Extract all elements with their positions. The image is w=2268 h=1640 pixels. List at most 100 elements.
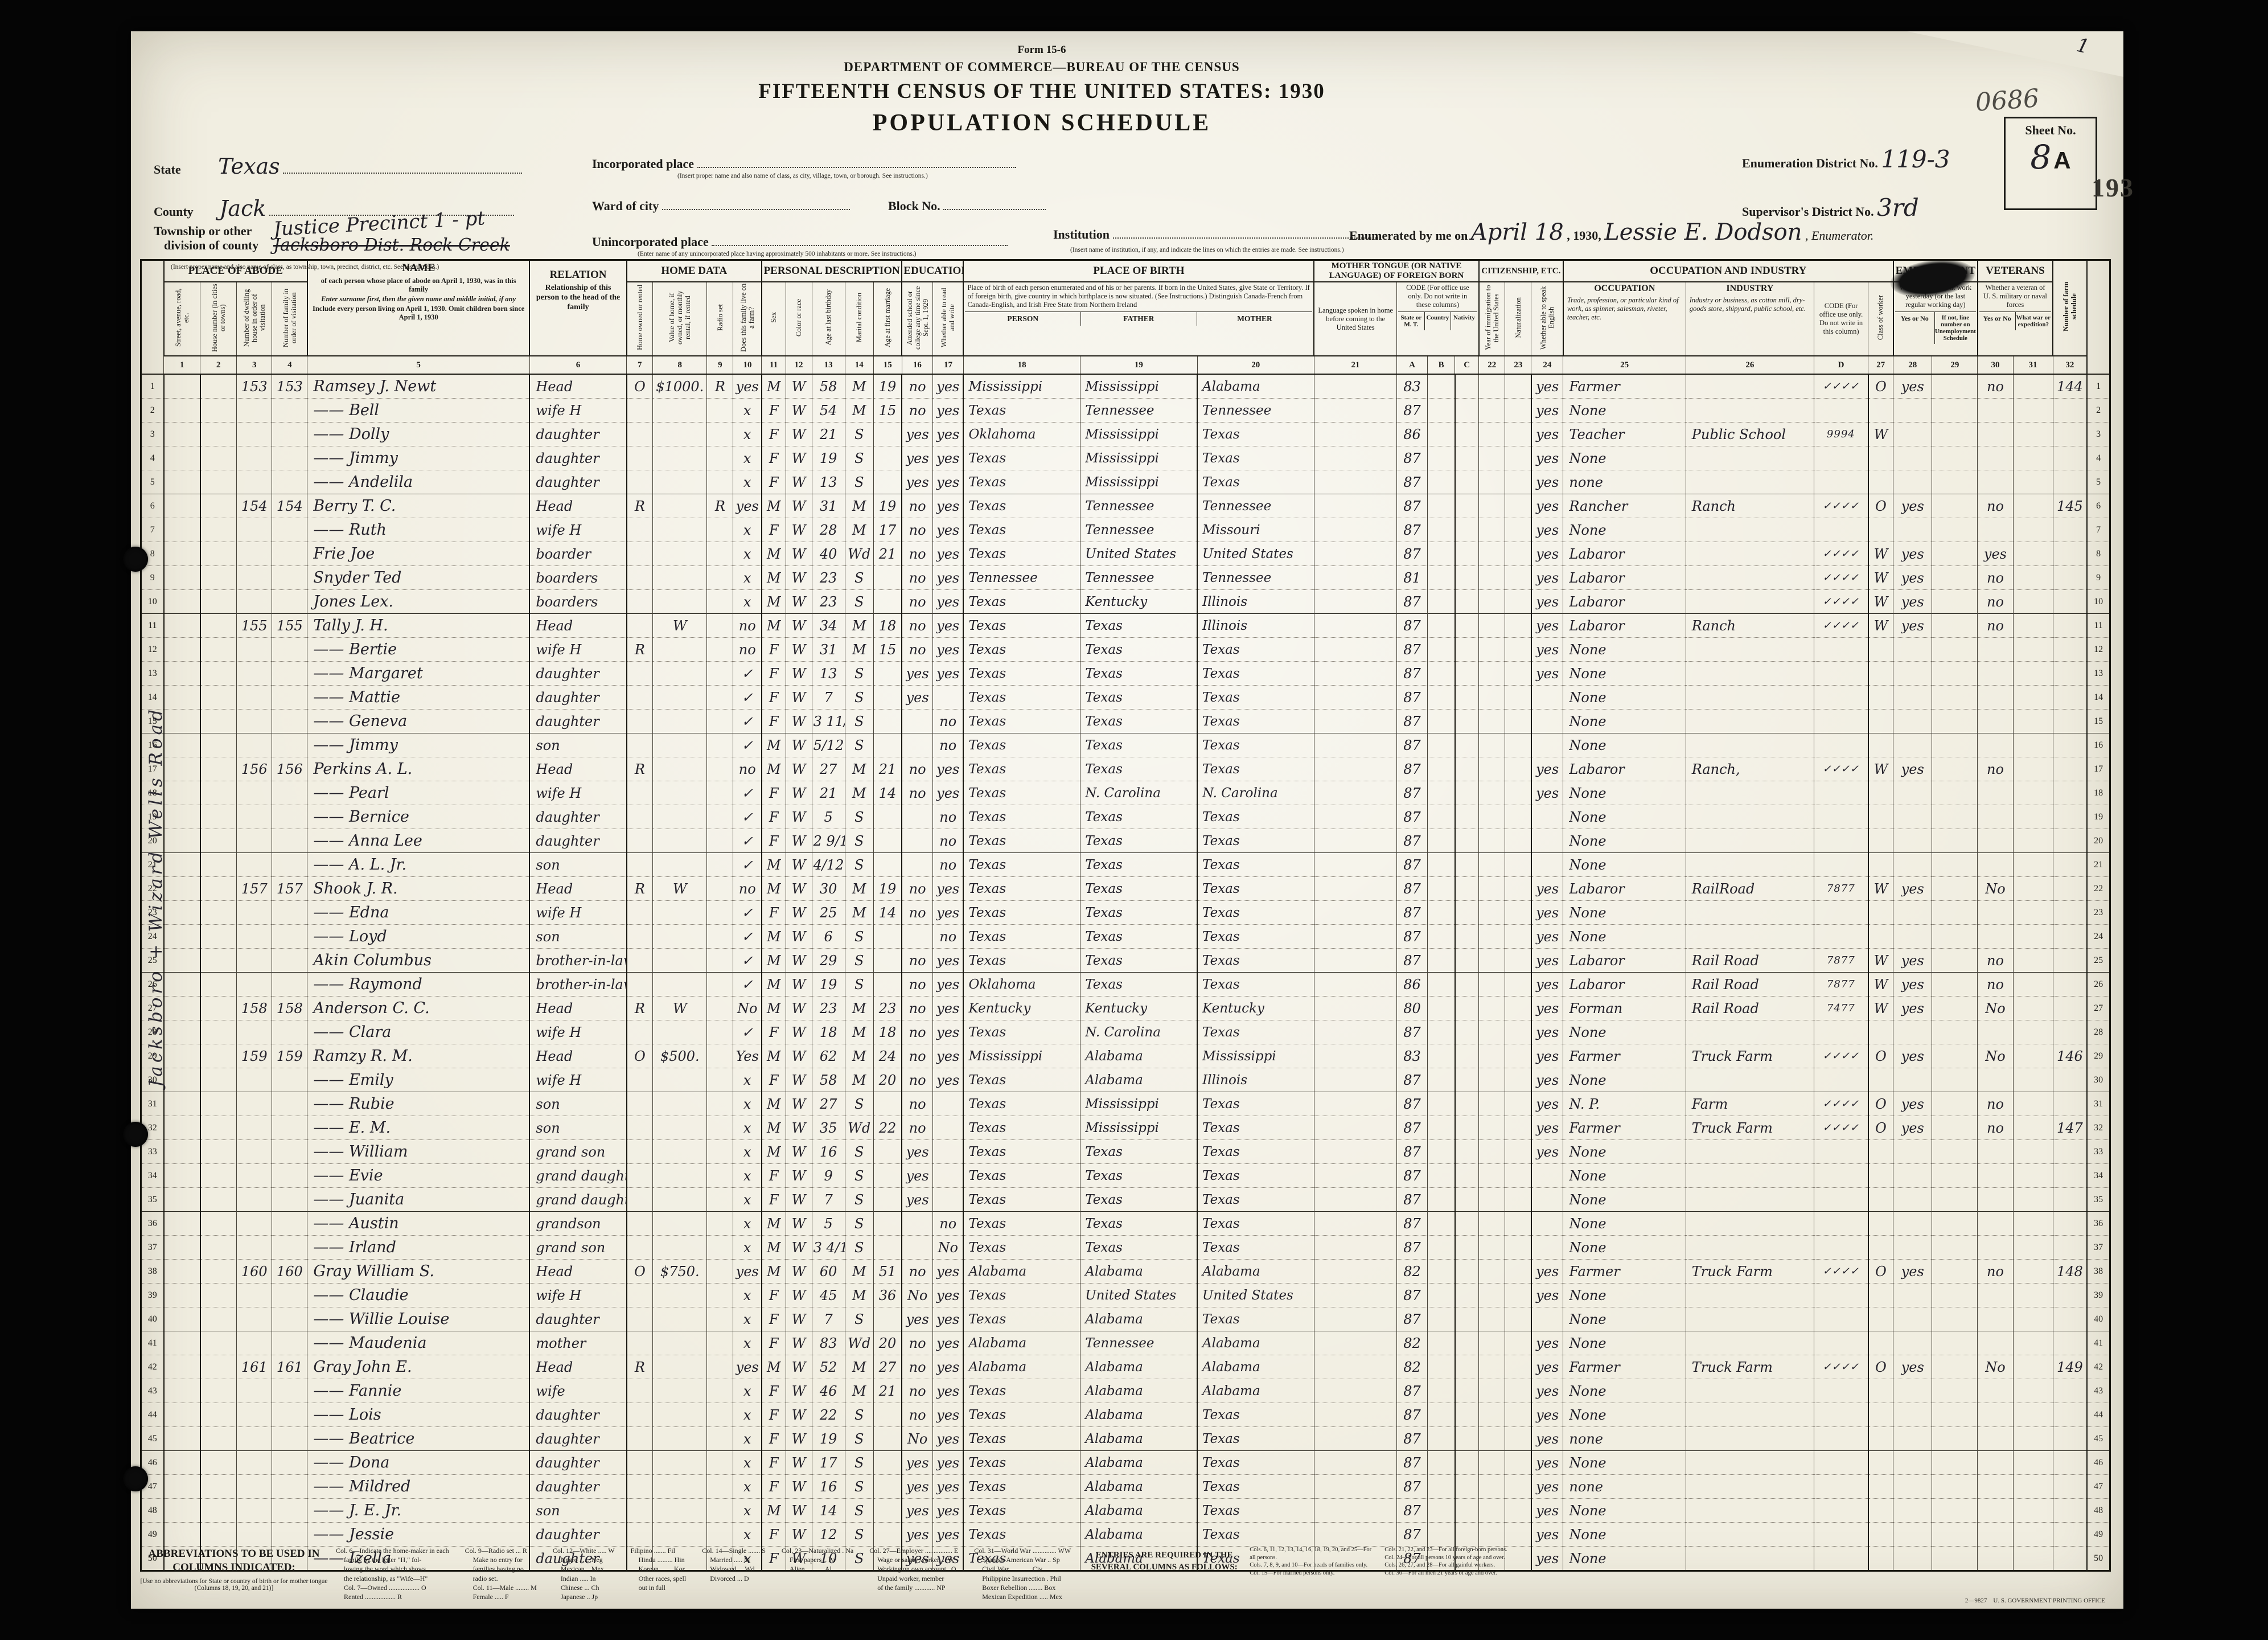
cell-industry [1685, 1307, 1815, 1331]
cell-immigration [1478, 542, 1506, 566]
cell-bp_mother: Texas [1197, 829, 1314, 853]
cell-occupation: none [1563, 1426, 1686, 1451]
cell-codeC [1454, 1426, 1480, 1451]
cell-codeB [1427, 1044, 1456, 1068]
cell-relation: Head [529, 996, 627, 1020]
col-number-28: 28 [1893, 355, 1933, 375]
cell-bp_person: Texas [963, 948, 1081, 973]
cell-school [901, 709, 933, 733]
cell-english: yes [1530, 1092, 1564, 1116]
cell-naturalization [1505, 1163, 1532, 1188]
cell-age_married: 19 [873, 374, 902, 399]
cell-farm_sched [2052, 518, 2088, 542]
cell-war [2012, 1163, 2053, 1188]
cell-family [272, 1498, 308, 1523]
cell-marital: M [844, 1355, 874, 1379]
cell-language [1313, 1474, 1398, 1499]
col-number-17: 17 [932, 355, 964, 375]
cell-read: no [932, 924, 964, 949]
cell-naturalization [1505, 781, 1532, 805]
cell-family [272, 829, 308, 853]
cell-age: 31 [811, 494, 845, 518]
person-row: 27 158 158 Anderson C. C. Head R W No M W 23 M 23 no y… [140, 996, 2111, 1020]
cell-bp_mother: Kentucky [1197, 996, 1314, 1020]
cell-codeC [1454, 1116, 1480, 1140]
cell-sex: F [761, 1450, 786, 1475]
cell-street [163, 1116, 201, 1140]
cell-family [272, 565, 308, 590]
cell-sex: F [761, 422, 786, 446]
cell-house [199, 1139, 237, 1164]
cell-sex: M [761, 1235, 786, 1260]
cell-industry [1685, 709, 1815, 733]
cell-work [1893, 1426, 1933, 1451]
cell-age: 9 [811, 1163, 845, 1188]
cell-occupation: None [1563, 1331, 1686, 1355]
cell-relation: Head [529, 757, 627, 781]
cell-family [272, 1307, 308, 1331]
cell-owned: R [626, 1355, 654, 1379]
cell-bp_mother: Texas [1197, 1403, 1314, 1427]
cell-radio [706, 996, 734, 1020]
cell-sex: M [761, 1211, 786, 1236]
cell-farm_sched [2052, 398, 2088, 423]
cell-bp_person: Texas [963, 446, 1081, 470]
unincorporated-note: (Enter name of any unincorporated place … [638, 251, 917, 257]
cell-bp_father: Tennessee [1080, 1331, 1198, 1355]
cell-farm: x [733, 1116, 762, 1140]
cell-street [163, 1331, 201, 1355]
cell-age_married [873, 852, 902, 877]
cell-value [652, 1020, 708, 1044]
cell-farm_sched [2052, 1092, 2088, 1116]
cell-radio [706, 1116, 734, 1140]
cell-work [1893, 1235, 1933, 1260]
cell-unemp [1932, 900, 1978, 925]
cell-color: W [785, 613, 812, 638]
cell-name: Tally J. H. [307, 613, 530, 638]
cell-naturalization [1505, 565, 1532, 590]
cell-age_married: 19 [873, 494, 902, 518]
cell-codeC [1454, 757, 1480, 781]
cell-relation: wife [529, 1379, 627, 1403]
cell-bp_person: Texas [963, 829, 1081, 853]
cell-class: O [1867, 494, 1894, 518]
cell-relation: daughter [529, 1522, 627, 1547]
cell-marital: S [844, 1426, 874, 1451]
institution-note: (Insert name of institution, if any, and… [1070, 247, 1344, 253]
cell-value [652, 1522, 708, 1547]
cell-occupation: None [1563, 1235, 1686, 1260]
cell-codeD [1814, 1068, 1869, 1092]
cell-color: W [785, 1044, 812, 1068]
cell-age: 13 [811, 470, 845, 494]
cell-radio [706, 829, 734, 853]
cell-war [2012, 661, 2053, 686]
cell-war [2012, 1546, 2053, 1571]
cell-codeB [1427, 1450, 1456, 1475]
col-number-3: 3 [236, 355, 273, 375]
cell-color: W [785, 948, 812, 973]
cell-bp_person: Texas [963, 1187, 1081, 1212]
line-number: 37 [2086, 1235, 2111, 1260]
cell-veteran: no [1977, 757, 2014, 781]
cell-veteran [1977, 1331, 2014, 1355]
cell-name: Gray John E. [307, 1355, 530, 1379]
cell-naturalization [1505, 948, 1532, 973]
cell-codeA: 87 [1396, 685, 1428, 710]
cell-work [1893, 852, 1933, 877]
cell-bp_mother: Texas [1197, 709, 1314, 733]
cell-read: yes [932, 637, 964, 662]
cell-codeD [1814, 924, 1869, 949]
enumerator-name: Lessie E. Dodson [1604, 219, 1802, 245]
cell-veteran: no [1977, 589, 2014, 614]
cell-immigration [1478, 1259, 1506, 1284]
cell-sex: M [761, 1092, 786, 1116]
cell-work: yes [1893, 757, 1933, 781]
cell-language [1313, 1546, 1398, 1571]
cell-owned [626, 1116, 654, 1140]
cell-house [199, 1235, 237, 1260]
cell-owned [626, 422, 654, 446]
cell-occupation: none [1563, 1474, 1686, 1499]
cell-radio [706, 1522, 734, 1547]
cell-class [1867, 1474, 1894, 1499]
cell-naturalization [1505, 1068, 1532, 1092]
